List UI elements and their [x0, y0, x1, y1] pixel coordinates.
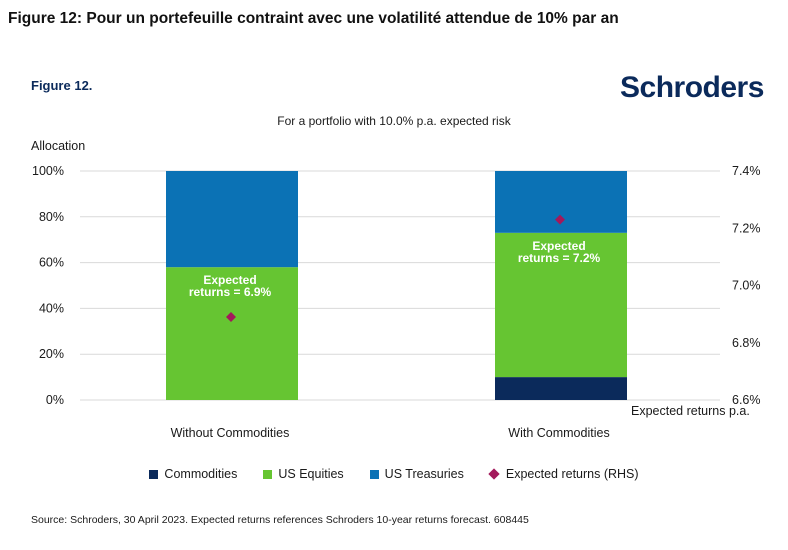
legend-swatch-commodities: [149, 469, 159, 479]
y2-tick-label: 7.0%: [732, 279, 761, 293]
expected-returns-label: Expected: [532, 239, 585, 253]
legend-diamond-expected-returns: [488, 468, 500, 480]
y-axis-label: Allocation: [31, 139, 86, 153]
legend: Commodities US Equities US Treasuries Ex…: [0, 467, 788, 481]
schroders-logo: Schroders: [620, 71, 764, 104]
expected-returns-label: returns = 7.2%: [518, 251, 601, 265]
legend-swatch-us-treasuries: [369, 469, 379, 479]
y-tick-label: 100%: [32, 164, 64, 178]
expected-returns-marker: [226, 311, 236, 322]
bar-segment-us_equities-1: [495, 232, 627, 378]
legend-item-us-equities: US Equities: [263, 467, 344, 481]
expected-returns-label: Expected: [203, 273, 256, 287]
legend-item-commodities: Commodities: [149, 467, 237, 481]
bar-segment-commodities-1: [495, 377, 627, 400]
bar-segment-us_equities-0: [166, 267, 298, 400]
x-tick-label: Without Commodities: [171, 426, 290, 440]
legend-item-expected-returns: Expected returns (RHS): [488, 467, 639, 481]
y2-axis-label: Expected returns p.a.: [631, 404, 750, 418]
y-tick-label: 0%: [46, 393, 64, 407]
chart-title: For a portfolio with 10.0% p.a. expected…: [277, 114, 511, 128]
legend-label-us-equities: US Equities: [278, 467, 344, 481]
figure-label: Figure 12.: [31, 78, 93, 93]
source-note: Source: Schroders, 30 April 2023. Expect…: [31, 514, 529, 526]
page-heading: Figure 12: Pour un portefeuille contrain…: [8, 10, 619, 27]
legend-item-us-treasuries: US Treasuries: [369, 467, 464, 481]
bar-segment-us_treasuries-0: [166, 171, 298, 268]
y-tick-label: 40%: [39, 301, 64, 315]
y-tick-label: 80%: [39, 210, 64, 224]
legend-label-commodities: Commodities: [164, 467, 238, 481]
expected-returns-label: returns = 6.9%: [189, 285, 272, 299]
y2-tick-label: 7.4%: [732, 164, 761, 178]
y2-tick-label: 7.2%: [732, 221, 761, 235]
legend-swatch-us-equities: [263, 469, 273, 479]
y-tick-label: 60%: [39, 256, 64, 270]
legend-label-expected-returns: Expected returns (RHS): [505, 467, 639, 481]
y2-tick-label: 6.6%: [732, 393, 761, 407]
x-tick-label: With Commodities: [508, 426, 609, 440]
y2-tick-label: 6.8%: [732, 336, 761, 350]
expected-returns-marker: [555, 214, 565, 225]
legend-label-us-treasuries: US Treasuries: [384, 467, 464, 481]
y-tick-label: 20%: [39, 347, 64, 361]
